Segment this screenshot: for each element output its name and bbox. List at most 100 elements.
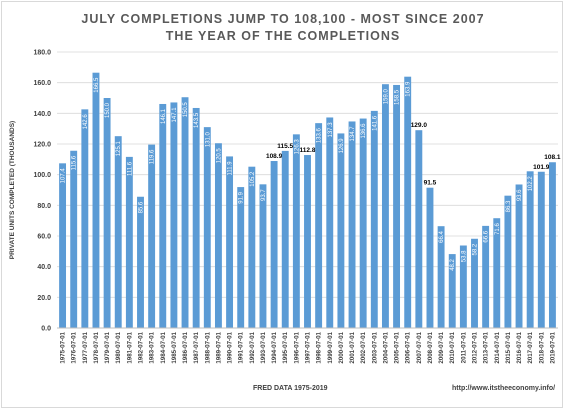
bar [92, 72, 100, 328]
bar [415, 130, 423, 328]
bar-value-label: 120.5 [216, 148, 222, 164]
bar-value-label: 53.8 [461, 250, 467, 262]
chart-title-line1: JULY COMPLETIONS JUMP TO 108,100 - MOST … [81, 12, 485, 26]
x-tick-label: 2004-07-01 [382, 331, 389, 363]
x-tick-label: 2016-07-01 [516, 331, 523, 363]
y-tick-label: 180.0 [33, 50, 51, 57]
y-tick-label: 140.0 [33, 111, 51, 118]
x-tick-label: 2015-07-01 [505, 331, 512, 363]
x-tick-label: 1997-07-01 [305, 331, 312, 363]
bar [448, 254, 456, 328]
bar [404, 76, 412, 328]
bar [292, 134, 300, 328]
bar [181, 97, 189, 328]
bar [192, 107, 200, 328]
bar [70, 150, 78, 328]
y-tick-label: 40.0 [37, 264, 51, 271]
bar [148, 144, 156, 328]
bar-value-label: 126.9 [339, 138, 345, 154]
x-tick-label: 1981-07-01 [126, 331, 133, 363]
x-tick-label: 1977-07-01 [82, 331, 89, 363]
x-tick-label: 1990-07-01 [227, 331, 234, 363]
x-tick-label: 1995-07-01 [282, 331, 289, 363]
x-tick-label: 1996-07-01 [293, 331, 300, 363]
bar-value-label: 131.0 [205, 131, 211, 147]
bar-value-label: 91.9 [239, 191, 245, 203]
x-tick-label: 2005-07-01 [394, 331, 401, 363]
x-tick-label: 1998-07-01 [316, 331, 323, 363]
bar [125, 156, 133, 328]
bar [526, 171, 534, 328]
x-tick-label: 2010-07-01 [449, 331, 456, 363]
y-axis-label: PRIVATE UNITS COMPLETED (THOUSANDS) [9, 121, 16, 259]
bar [159, 103, 167, 328]
bar-value-label: 86.3 [506, 200, 512, 212]
bar [170, 102, 178, 329]
bar-value-label: 133.6 [317, 127, 323, 143]
bar [426, 187, 434, 328]
bar-value-label: 115.5 [277, 143, 293, 150]
bar [226, 156, 234, 328]
bar [59, 163, 67, 328]
bar-value-label: 159.0 [383, 89, 389, 105]
bar-value-label: 147.1 [172, 107, 178, 123]
x-tick-label: 1983-07-01 [149, 331, 156, 363]
bar [482, 225, 490, 328]
x-tick-label: 2001-07-01 [349, 331, 356, 363]
x-tick-label: 2019-07-01 [549, 331, 556, 363]
x-tick-label: 2009-07-01 [438, 331, 445, 363]
bar-value-label: 66.4 [439, 231, 445, 243]
bar [381, 84, 389, 328]
bar-value-label: 137.3 [328, 122, 334, 138]
y-tick-label: 60.0 [37, 234, 51, 241]
bar [337, 133, 345, 328]
bar [237, 187, 245, 328]
x-tick-label: 1976-07-01 [71, 331, 78, 363]
y-tick-label: 20.0 [37, 295, 51, 302]
bar-value-label: 126.3 [294, 139, 300, 155]
x-tick-label: 1986-07-01 [182, 331, 189, 363]
bar-value-label: 142.6 [83, 114, 89, 130]
bar [326, 117, 334, 329]
bar-value-label: 102.2 [528, 176, 534, 192]
bar-value-label: 91.5 [424, 180, 437, 187]
bar [437, 226, 445, 328]
bar-value-label: 119.6 [150, 149, 156, 164]
bar-value-label: 125.1 [116, 141, 122, 157]
website-url: http://www.itstheeconomy.info/ [452, 385, 556, 392]
bar [548, 162, 556, 328]
x-tick-label: 1980-07-01 [115, 331, 122, 363]
bar [515, 184, 523, 328]
bar-value-label: 163.9 [406, 81, 412, 97]
bar-value-label: 85.6 [139, 201, 145, 213]
x-tick-label: 2018-07-01 [538, 331, 545, 363]
bar-value-label: 66.6 [484, 230, 490, 242]
bar [281, 150, 289, 328]
x-tick-label: 1999-07-01 [327, 331, 334, 363]
bar-value-label: 101.9 [533, 164, 550, 171]
x-tick-label: 2014-07-01 [494, 331, 501, 363]
bar-value-label: 71.6 [495, 223, 501, 235]
x-tick-label: 1989-07-01 [215, 331, 222, 363]
bar [214, 143, 222, 328]
bar [359, 118, 367, 329]
bar-value-label: 134.7 [350, 126, 356, 142]
bar-value-label: 93.6 [517, 189, 523, 201]
x-tick-label: 2006-07-01 [405, 331, 412, 363]
x-tick-label: 2013-07-01 [483, 331, 490, 363]
bar-value-label: 141.6 [372, 115, 378, 131]
source-note: FRED DATA 1975-2019 [253, 385, 328, 392]
bar-value-label: 107.4 [61, 168, 67, 184]
x-tick-label: 1994-07-01 [271, 331, 278, 363]
bar-value-label: 108.1 [544, 154, 561, 161]
x-tick-label: 2012-07-01 [472, 331, 479, 363]
bar-value-label: 112.8 [300, 147, 316, 154]
y-tick-label: 120.0 [33, 142, 51, 149]
bar-value-label: 111.9 [228, 161, 234, 176]
bar [248, 166, 256, 328]
x-tick-label: 1992-07-01 [249, 331, 256, 363]
x-tick-label: 1975-07-01 [60, 331, 67, 363]
x-tick-label: 1978-07-01 [93, 331, 100, 363]
